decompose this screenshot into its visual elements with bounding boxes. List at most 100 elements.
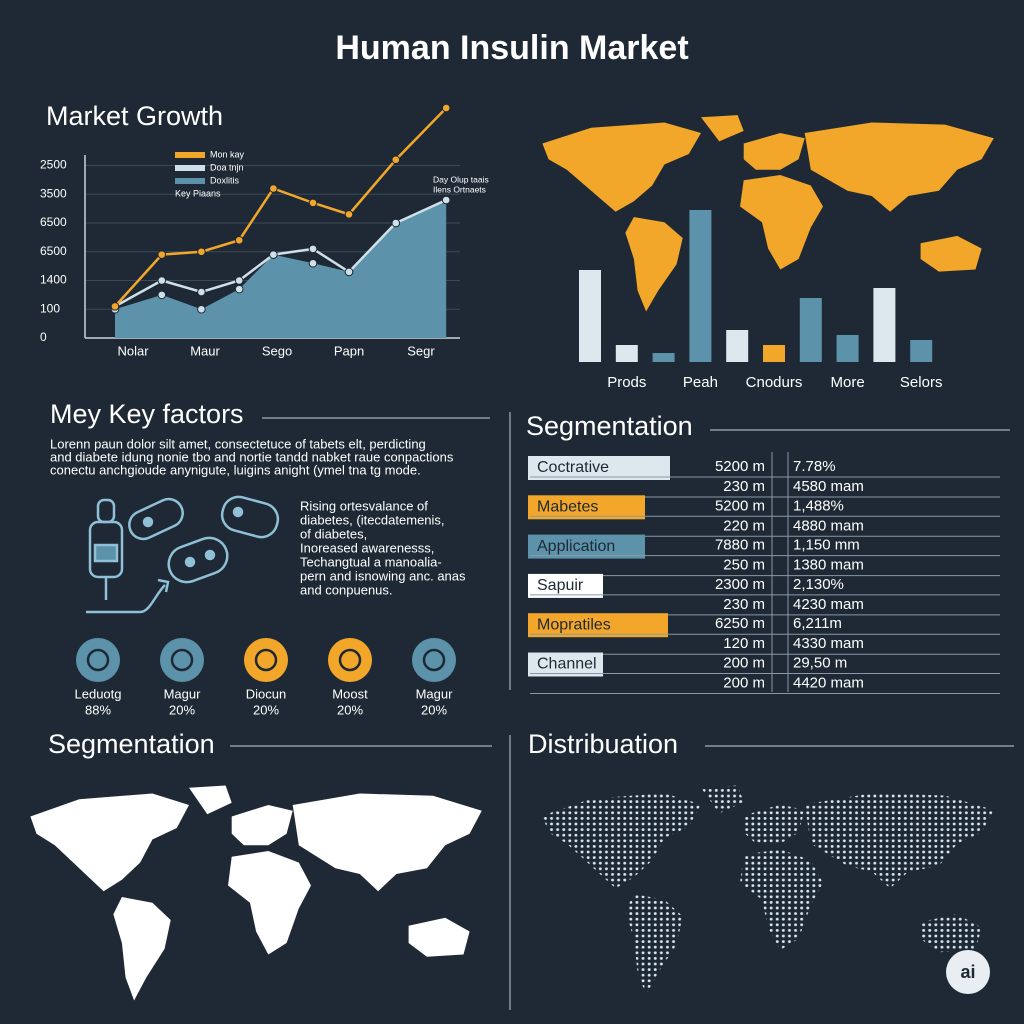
x-tick-label: Prods bbox=[607, 374, 646, 391]
section-title: Market Growth bbox=[46, 101, 223, 131]
row-label-bar bbox=[528, 573, 603, 598]
x-tick-label: More bbox=[831, 374, 865, 391]
y-tick-label: 3500 bbox=[40, 186, 67, 200]
side-text-line: Techangtual a manoalia- bbox=[300, 554, 442, 569]
cell: 1380 mam bbox=[793, 557, 864, 574]
row-label: Application bbox=[537, 538, 615, 555]
side-text-line: pern and isnowing anc. anas bbox=[300, 568, 466, 583]
y-tick-label: 6500 bbox=[40, 215, 67, 229]
x-tick-label: Maur bbox=[190, 343, 220, 358]
world-map-dotted bbox=[542, 785, 994, 995]
row-label-bar bbox=[528, 495, 645, 520]
legend-swatch bbox=[175, 165, 205, 171]
point bbox=[157, 250, 167, 259]
bar bbox=[910, 340, 933, 362]
annotation: Ilens Ortnaets bbox=[433, 184, 486, 194]
paragraph-line: conectu anchgioude anynigute, luigins an… bbox=[50, 462, 421, 477]
cell: 7880 m bbox=[715, 537, 765, 554]
icon-value: 20% bbox=[253, 702, 279, 717]
icon-value: 88% bbox=[85, 702, 111, 717]
point bbox=[391, 155, 401, 165]
point bbox=[234, 235, 244, 245]
icon-glyph bbox=[254, 648, 278, 672]
legend-label: Doxlitis bbox=[210, 175, 240, 185]
row-label: Channel bbox=[537, 656, 597, 673]
point bbox=[308, 244, 318, 254]
point bbox=[269, 184, 278, 193]
cell: 4880 mam bbox=[793, 517, 864, 534]
cell: 7.78% bbox=[793, 458, 836, 475]
icon-circle bbox=[76, 638, 120, 682]
cell: 2300 m bbox=[715, 576, 765, 593]
icon-circle bbox=[328, 638, 372, 682]
bar bbox=[652, 353, 675, 362]
point bbox=[308, 198, 318, 208]
world-map-orange bbox=[542, 115, 994, 312]
icon-label: Magur bbox=[164, 686, 202, 701]
x-tick-label: Cnodurs bbox=[746, 374, 803, 391]
cell: 5200 m bbox=[715, 497, 765, 514]
legend-swatch bbox=[175, 152, 205, 158]
annotation: Day Olup taais bbox=[433, 174, 489, 184]
row-label-bar bbox=[528, 652, 603, 677]
paragraph-line: Lorenn paun dolor silt amet, consectetuc… bbox=[50, 436, 426, 451]
point bbox=[344, 210, 354, 219]
row-label: Mabetes bbox=[537, 499, 598, 516]
section-title: Segmentation bbox=[48, 729, 215, 759]
side-text-line: of diabetes, bbox=[300, 526, 367, 541]
x-tick-label: Papn bbox=[334, 343, 364, 358]
section-title: Mey Key factors bbox=[50, 399, 244, 429]
icon-label: Leduotg bbox=[75, 686, 122, 701]
cell: 5200 m bbox=[715, 458, 765, 475]
point bbox=[308, 258, 318, 268]
y-tick-label: 6500 bbox=[40, 244, 67, 258]
point bbox=[157, 276, 167, 285]
row-label-bar bbox=[528, 534, 645, 559]
x-tick-label: Selors bbox=[900, 374, 943, 391]
point bbox=[234, 276, 244, 285]
page-title: Human Insulin Market bbox=[335, 29, 688, 67]
row-label: Coctrative bbox=[537, 459, 609, 476]
cell: 1,150 mm bbox=[793, 537, 860, 554]
side-text-line: and conpuenus. bbox=[300, 582, 393, 597]
point bbox=[157, 290, 167, 300]
icon-value: 20% bbox=[421, 702, 447, 717]
cell: 220 m bbox=[723, 517, 765, 534]
cell: 230 m bbox=[723, 596, 765, 613]
badge: ai bbox=[960, 962, 975, 982]
point bbox=[344, 267, 354, 277]
x-tick-label: Sego bbox=[262, 343, 292, 358]
world-map-white bbox=[30, 785, 482, 1001]
y-tick-label: 1400 bbox=[40, 273, 67, 287]
legend-label: Doa tnjn bbox=[210, 162, 244, 172]
point bbox=[441, 195, 451, 205]
y-tick-label: 2500 bbox=[40, 158, 67, 172]
row-label-bar bbox=[528, 456, 670, 480]
point bbox=[234, 284, 244, 294]
side-text-line: diabetes, (itecdatemenis, bbox=[300, 512, 445, 527]
icon-label: Diocun bbox=[246, 686, 286, 701]
cell: 230 m bbox=[723, 478, 765, 495]
bar bbox=[689, 210, 712, 362]
side-text-line: Inoreased awarenesss, bbox=[300, 540, 434, 555]
cell: 1,488% bbox=[793, 497, 844, 514]
bar bbox=[579, 270, 601, 362]
point bbox=[269, 250, 278, 259]
bar bbox=[873, 288, 896, 362]
badge-bg bbox=[946, 950, 990, 994]
cell: 29,50 m bbox=[793, 654, 847, 671]
legend-note: Key Piaans bbox=[175, 188, 221, 198]
y-tick-label: 100 bbox=[40, 301, 60, 315]
legend-label: Mon kay bbox=[210, 149, 245, 159]
cell: 6250 m bbox=[715, 615, 765, 632]
side-text-line: Rising ortesvalance of bbox=[300, 498, 428, 513]
icon-circle bbox=[244, 638, 288, 682]
bar bbox=[836, 335, 859, 362]
bar bbox=[615, 345, 638, 362]
icon-value: 20% bbox=[337, 702, 363, 717]
legend-swatch bbox=[175, 178, 205, 184]
point bbox=[441, 103, 451, 113]
point bbox=[110, 302, 120, 311]
y-tick-label: 0 bbox=[40, 330, 47, 344]
